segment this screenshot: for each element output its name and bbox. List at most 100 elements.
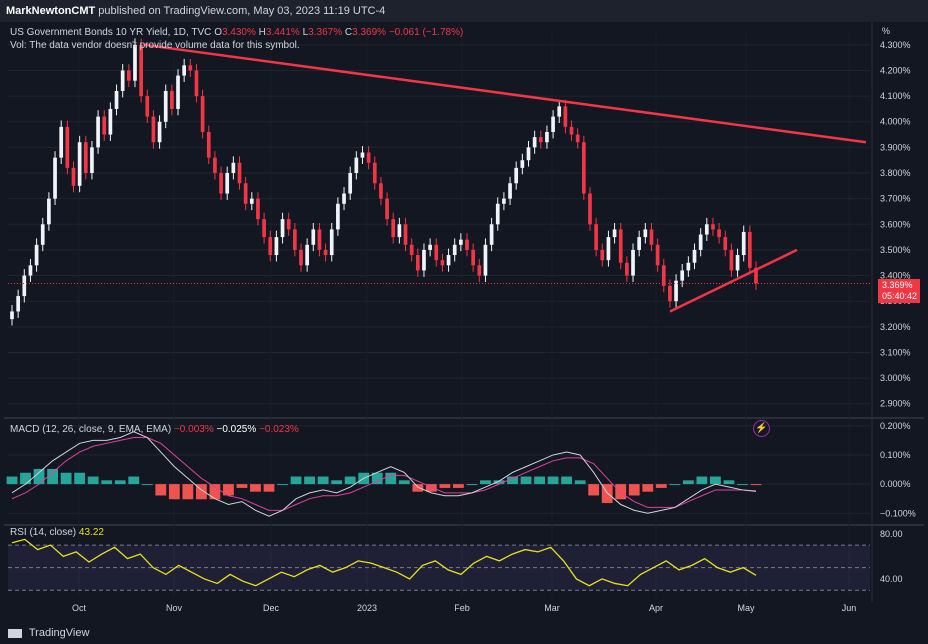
- candle-body: [299, 249, 303, 266]
- macd-histogram-bar: [615, 484, 627, 500]
- candle-body: [489, 224, 494, 245]
- volume-note: Vol: The data vendor doesn't provide vol…: [10, 40, 300, 51]
- candle-body: [723, 237, 728, 250]
- candle-body: [34, 244, 39, 266]
- candle-body: [163, 90, 168, 122]
- macd-histogram-bar: [277, 484, 288, 486]
- candle-body: [729, 249, 734, 271]
- candle-body: [65, 126, 70, 168]
- author-name[interactable]: MarkNewtonCMT: [6, 5, 96, 17]
- macd-histogram-bar: [20, 472, 31, 485]
- macd-histogram-bar: [290, 476, 302, 485]
- candle-body: [305, 244, 309, 266]
- price-tick-label: 3.000%: [880, 373, 911, 383]
- candle-body: [551, 116, 555, 132]
- macd-line-value: −0.025%: [216, 424, 257, 435]
- macd-tick-label: −0.100%: [880, 508, 916, 518]
- candle-body: [545, 131, 549, 143]
- macd-histogram-bar: [101, 480, 113, 485]
- candle-body: [243, 183, 248, 204]
- candle-body: [231, 162, 236, 174]
- time-tick-label: Nov: [166, 603, 183, 613]
- macd-histogram-bar: [304, 476, 316, 485]
- macd-histogram-bar: [696, 476, 708, 485]
- candle-body: [256, 198, 260, 220]
- candle-body: [139, 44, 143, 97]
- candle-body: [588, 193, 592, 225]
- candle-body: [754, 267, 758, 284]
- rsi-label: RSI (14, close): [10, 527, 77, 538]
- macd-histogram-bar: [223, 484, 234, 496]
- price-tick-label: 4.200%: [880, 65, 911, 75]
- footer-brand[interactable]: TradingView: [28, 627, 90, 639]
- macd-histogram-bar: [209, 484, 221, 500]
- candle-body: [200, 96, 205, 132]
- macd-histogram-bar: [750, 484, 762, 486]
- footer: TradingView: [0, 622, 928, 644]
- candle-body: [581, 142, 586, 194]
- high-label: H: [258, 27, 266, 38]
- rsi-tick-label: 40.00: [880, 574, 903, 584]
- symbol-label: US Government Bonds 10 YR Yield, 1D, TVC: [10, 27, 212, 38]
- macd-legend: MACD (12, 26, close, 9, EMA, EMA) −0.003…: [10, 424, 299, 435]
- macd-histogram-bar: [655, 484, 667, 488]
- candle-body: [637, 237, 642, 250]
- candle-body: [483, 244, 488, 276]
- time-tick-label: Feb: [454, 603, 470, 613]
- macd-histogram-bar: [60, 472, 72, 485]
- time-tick-label: May: [737, 603, 755, 613]
- price-tick-label: 3.600%: [880, 219, 911, 229]
- candle-body: [649, 229, 654, 245]
- publish-info: published on TradingView.com, May 03, 20…: [98, 5, 386, 17]
- candle-body: [532, 137, 537, 148]
- candle-body: [698, 234, 703, 250]
- candle-body: [170, 90, 174, 109]
- candle-body: [680, 270, 685, 281]
- candle-body: [459, 239, 463, 245]
- candle-body: [317, 229, 322, 250]
- candle-body: [348, 173, 353, 194]
- candle-body: [102, 116, 107, 135]
- candle-body: [280, 219, 285, 238]
- candle-body: [563, 106, 568, 127]
- candle-body: [379, 183, 383, 199]
- tradingview-logo-icon: [8, 628, 22, 638]
- candle-body: [618, 229, 623, 263]
- candle-body: [612, 229, 617, 238]
- macd-histogram-bar: [371, 472, 383, 485]
- candle-body: [40, 224, 45, 245]
- rsi-legend: RSI (14, close) 43.22: [10, 527, 104, 538]
- open-value: 3.430%: [221, 27, 256, 38]
- candle-body: [717, 229, 721, 238]
- lightning-icon[interactable]: ⚡: [753, 420, 770, 437]
- macd-histogram-bar: [669, 484, 681, 486]
- candle-body: [655, 244, 660, 266]
- candle-body: [674, 280, 678, 302]
- chart-canvas[interactable]: 2.900%3.000%3.100%3.200%3.300%3.400%3.50…: [4, 22, 924, 622]
- candle-body: [47, 198, 51, 225]
- candle-body: [495, 203, 500, 225]
- rsi-value: 43.22: [78, 527, 104, 538]
- candle-body: [415, 255, 420, 271]
- candle-body: [385, 198, 389, 220]
- candle-body: [114, 90, 119, 109]
- macd-histogram-bar: [412, 484, 424, 492]
- price-tick-label: 3.100%: [880, 347, 911, 357]
- candle-body: [157, 121, 162, 143]
- candle-body: [268, 237, 273, 256]
- macd-histogram-bar: [574, 480, 586, 485]
- candle-body: [508, 183, 512, 199]
- candle-body: [108, 108, 113, 135]
- macd-histogram-bar: [682, 480, 694, 485]
- candle-body: [16, 296, 20, 312]
- macd-histogram-bar: [628, 484, 640, 496]
- chart-area[interactable]: 2.900%3.000%3.100%3.200%3.300%3.400%3.50…: [4, 22, 924, 622]
- macd-histogram-bar: [317, 476, 329, 485]
- candle-body: [188, 65, 193, 71]
- price-tick-label: 4.000%: [880, 117, 911, 127]
- macd-histogram-bar: [547, 476, 559, 485]
- macd-histogram-bar: [493, 480, 505, 485]
- candle-body: [428, 244, 432, 250]
- price-tick-label: 3.700%: [880, 194, 911, 204]
- candle-body: [446, 255, 451, 266]
